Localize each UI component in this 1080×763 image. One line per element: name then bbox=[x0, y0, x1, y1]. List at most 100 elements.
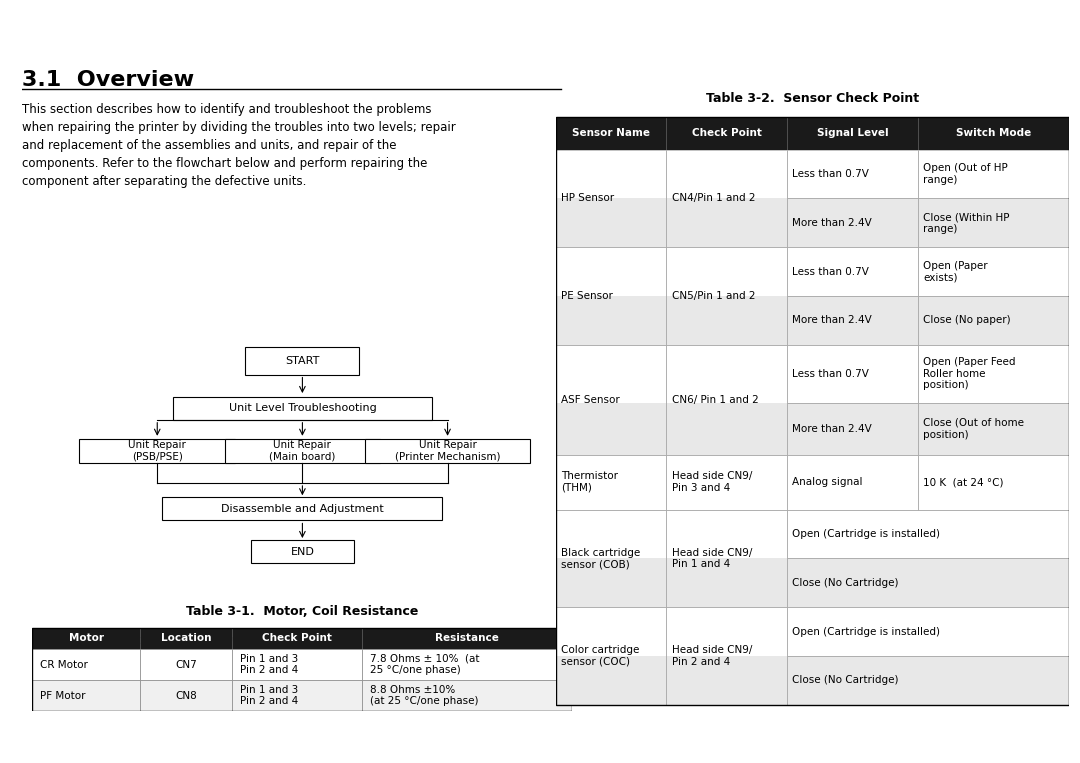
Text: PF Motor: PF Motor bbox=[41, 691, 86, 700]
Text: Figure 3-1.  Troubleshooting Flowchart: Figure 3-1. Troubleshooting Flowchart bbox=[42, 634, 268, 647]
Bar bbox=[556, 345, 1069, 403]
Text: Open (Cartridge is installed): Open (Cartridge is installed) bbox=[793, 626, 941, 636]
Bar bbox=[162, 497, 443, 520]
Bar bbox=[787, 510, 1069, 559]
Text: Figure 3-1.: Figure 3-1. bbox=[42, 634, 114, 647]
Bar bbox=[232, 649, 362, 680]
Bar bbox=[556, 198, 1069, 247]
Text: Unit Level Troubleshooting: Unit Level Troubleshooting bbox=[229, 403, 376, 414]
Bar bbox=[556, 455, 666, 510]
Text: Head side CN9/
Pin 1 and 4: Head side CN9/ Pin 1 and 4 bbox=[672, 548, 752, 569]
Text: Head side CN9/
Pin 2 and 4: Head side CN9/ Pin 2 and 4 bbox=[672, 645, 752, 667]
Text: Open (Cartridge is installed): Open (Cartridge is installed) bbox=[793, 529, 941, 539]
Bar bbox=[225, 439, 380, 463]
Bar bbox=[666, 247, 787, 345]
Bar bbox=[556, 607, 1069, 656]
Bar bbox=[362, 649, 572, 680]
Bar bbox=[140, 649, 232, 680]
Bar bbox=[556, 247, 666, 345]
Bar bbox=[232, 680, 362, 711]
Text: Troubleshooting: Troubleshooting bbox=[11, 735, 125, 749]
Bar bbox=[787, 656, 1069, 705]
Text: CN6/ Pin 1 and 2: CN6/ Pin 1 and 2 bbox=[672, 394, 758, 405]
Text: ASF Sensor: ASF Sensor bbox=[562, 394, 620, 405]
Bar bbox=[173, 397, 432, 420]
Text: 7.8 Ohms ± 10%  (at
25 °C/one phase): 7.8 Ohms ± 10% (at 25 °C/one phase) bbox=[369, 654, 480, 675]
Bar bbox=[666, 455, 787, 510]
Text: Close (No Cartridge): Close (No Cartridge) bbox=[793, 675, 899, 685]
Bar bbox=[32, 628, 140, 649]
Text: Close (Out of home
position): Close (Out of home position) bbox=[923, 418, 1024, 439]
Text: EPSON Stylus Photo 750: EPSON Stylus Photo 750 bbox=[11, 14, 183, 28]
Text: CN5/Pin 1 and 2: CN5/Pin 1 and 2 bbox=[672, 291, 755, 301]
Bar bbox=[556, 510, 666, 607]
Text: Table 3-1.  Motor, Coil Resistance: Table 3-1. Motor, Coil Resistance bbox=[186, 605, 419, 618]
Bar bbox=[556, 403, 1069, 455]
Bar bbox=[80, 439, 235, 463]
Bar bbox=[556, 559, 1069, 607]
Text: PE Sensor: PE Sensor bbox=[562, 291, 613, 301]
Text: Less than 0.7V: Less than 0.7V bbox=[793, 266, 869, 277]
Text: Unit Repair
(PSB/PSE): Unit Repair (PSB/PSE) bbox=[129, 440, 186, 462]
Text: Location: Location bbox=[161, 633, 212, 643]
Bar bbox=[787, 403, 918, 455]
Text: CR Motor: CR Motor bbox=[41, 660, 89, 670]
Bar bbox=[556, 455, 1069, 510]
Bar bbox=[666, 150, 787, 247]
Bar bbox=[140, 628, 232, 649]
Bar bbox=[365, 439, 530, 463]
Bar bbox=[362, 680, 572, 711]
Bar bbox=[556, 118, 666, 150]
Text: END: END bbox=[291, 546, 314, 557]
Text: More than 2.4V: More than 2.4V bbox=[793, 315, 872, 326]
Text: 10 K  (at 24 °C): 10 K (at 24 °C) bbox=[923, 477, 1003, 487]
Text: Unit Repair
(Printer Mechanism): Unit Repair (Printer Mechanism) bbox=[395, 440, 500, 462]
Bar bbox=[666, 118, 787, 150]
Bar bbox=[918, 118, 1069, 150]
Text: Open (Out of HP
range): Open (Out of HP range) bbox=[923, 163, 1008, 185]
Text: Motor: Motor bbox=[69, 633, 104, 643]
Bar bbox=[32, 628, 572, 711]
Text: Resistance: Resistance bbox=[435, 633, 499, 643]
Bar bbox=[918, 247, 1069, 296]
Bar bbox=[918, 455, 1069, 510]
Text: More than 2.4V: More than 2.4V bbox=[793, 217, 872, 228]
Bar bbox=[556, 656, 1069, 705]
Text: Close (Within HP
range): Close (Within HP range) bbox=[923, 212, 1010, 233]
Bar bbox=[787, 559, 1069, 607]
Bar bbox=[666, 345, 787, 455]
Text: Switch Mode: Switch Mode bbox=[956, 128, 1031, 138]
Bar bbox=[787, 247, 918, 296]
Text: Revision A: Revision A bbox=[996, 14, 1069, 28]
Bar bbox=[918, 403, 1069, 455]
Text: More than 2.4V: More than 2.4V bbox=[793, 423, 872, 434]
Text: Signal Level: Signal Level bbox=[816, 128, 888, 138]
Bar bbox=[362, 628, 572, 649]
Text: Open (Paper
exists): Open (Paper exists) bbox=[923, 261, 987, 282]
Text: 8.8 Ohms ±10%
(at 25 °C/one phase): 8.8 Ohms ±10% (at 25 °C/one phase) bbox=[369, 685, 478, 707]
Text: Sensor Name: Sensor Name bbox=[572, 128, 650, 138]
Bar bbox=[556, 345, 666, 455]
Text: 3.1  Overview: 3.1 Overview bbox=[22, 70, 193, 90]
Bar bbox=[245, 347, 360, 375]
Bar bbox=[32, 680, 140, 711]
Bar bbox=[32, 649, 140, 680]
Text: Head side CN9/
Pin 3 and 4: Head side CN9/ Pin 3 and 4 bbox=[672, 472, 752, 493]
Text: Color cartridge
sensor (COC): Color cartridge sensor (COC) bbox=[562, 645, 639, 667]
Text: HP Sensor: HP Sensor bbox=[562, 193, 615, 204]
Text: Overview: Overview bbox=[508, 735, 572, 749]
Bar bbox=[556, 607, 666, 705]
Text: Thermistor
(THM): Thermistor (THM) bbox=[562, 472, 619, 493]
Bar bbox=[918, 345, 1069, 403]
Text: Disassemble and Adjustment: Disassemble and Adjustment bbox=[221, 504, 383, 514]
Bar bbox=[787, 150, 918, 198]
Bar bbox=[140, 680, 232, 711]
Bar bbox=[556, 150, 666, 247]
Text: Close (No Cartridge): Close (No Cartridge) bbox=[793, 578, 899, 588]
Text: Pin 1 and 3
Pin 2 and 4: Pin 1 and 3 Pin 2 and 4 bbox=[241, 654, 298, 675]
Bar bbox=[556, 510, 1069, 559]
Text: Check Point: Check Point bbox=[692, 128, 761, 138]
Bar bbox=[787, 296, 918, 345]
Text: Less than 0.7V: Less than 0.7V bbox=[793, 369, 869, 379]
Bar bbox=[787, 345, 918, 403]
